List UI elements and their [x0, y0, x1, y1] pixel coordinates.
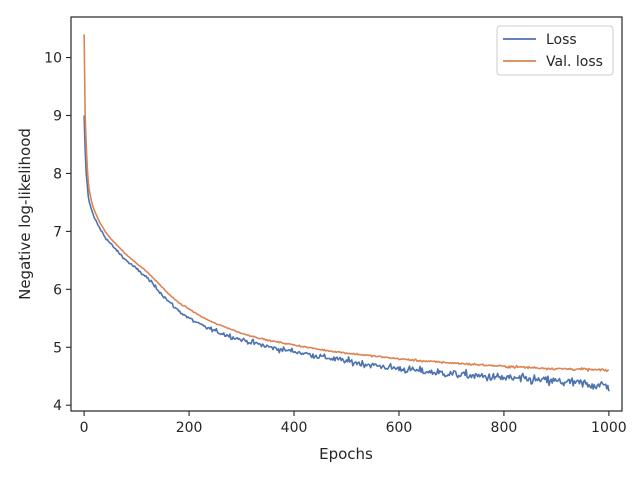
y-axis-label: Negative log-likelihood	[16, 128, 34, 300]
x-tick-label: 800	[491, 420, 518, 436]
y-tick-label: 10	[44, 51, 62, 67]
y-tick-label: 9	[53, 109, 62, 125]
y-tick-label: 4	[53, 398, 62, 414]
x-tick-label: 200	[176, 420, 203, 436]
series-line-val-loss	[83, 34, 609, 373]
y-ticks: 4 5 6 7 8 9 10	[44, 51, 71, 414]
x-tick-label: 600	[386, 420, 413, 436]
y-tick-label: 6	[53, 282, 62, 298]
legend-label-loss: Loss	[546, 32, 577, 48]
x-tick-label: 0	[80, 420, 89, 436]
legend-label-val-loss: Val. loss	[546, 54, 603, 70]
x-tick-label: 1000	[591, 420, 627, 436]
legend: Loss Val. loss	[496, 25, 614, 76]
x-ticks: 0 200 400 600 800 1000	[80, 411, 627, 436]
x-axis-label: Epochs	[319, 445, 373, 463]
x-tick-label: 400	[281, 420, 308, 436]
y-tick-label: 8	[53, 166, 62, 182]
lines-layer	[83, 34, 610, 392]
series-line-loss	[83, 115, 610, 392]
y-tick-label: 7	[53, 224, 62, 240]
plot-frame	[70, 16, 623, 412]
y-tick-label: 5	[53, 340, 62, 356]
